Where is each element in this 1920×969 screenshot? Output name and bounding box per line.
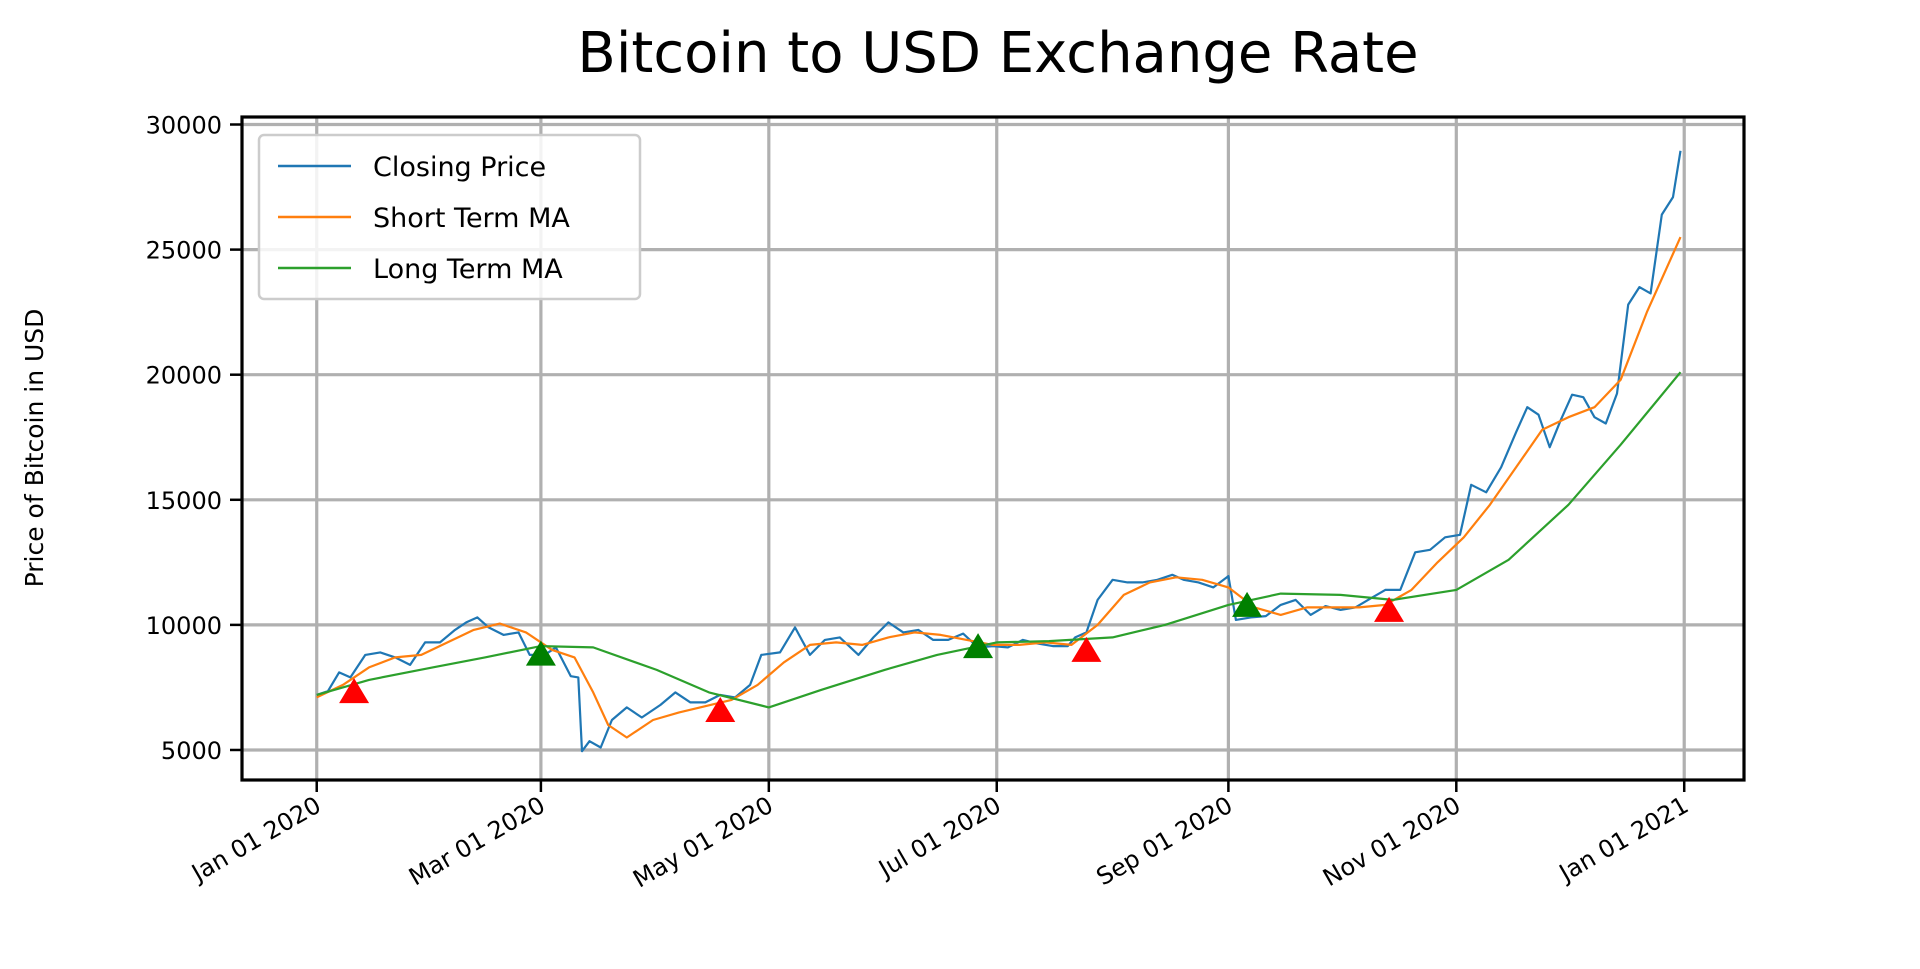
signal-marker (339, 678, 370, 704)
x-tick-label: Sep 01 2020 (1092, 791, 1238, 891)
x-tick-label: Jan 01 2021 (1553, 791, 1693, 888)
legend-entry: Short Term MA (373, 203, 570, 234)
y-tick-label: 25000 (146, 237, 222, 265)
x-tick-label: Mar 01 2020 (404, 791, 550, 891)
y-axis: 5000 10000 15000 20000 25000 30000 (146, 112, 242, 765)
signal-marker (1232, 591, 1263, 617)
y-tick-label: 20000 (146, 362, 222, 390)
y-tick-label: 15000 (146, 487, 222, 515)
y-tick-label: 30000 (146, 112, 222, 140)
signal-marker (1071, 636, 1102, 662)
chart-title: Bitcoin to USD Exchange Rate (577, 21, 1418, 86)
y-axis-label: Price of Bitcoin in USD (20, 309, 49, 588)
signal-marker (963, 633, 994, 659)
legend-entry: Closing Price (373, 152, 546, 183)
y-tick-label: 5000 (161, 737, 222, 765)
x-tick-label: May 01 2020 (628, 791, 778, 893)
plot-frame (240, 115, 1746, 782)
x-tick-label: Jan 01 2020 (185, 791, 325, 888)
x-tick-label: Jul 01 2020 (872, 791, 1005, 884)
legend: Closing Price Short Term MA Long Term MA (257, 133, 642, 301)
x-axis: Jan 01 2020 Mar 01 2020 May 01 2020 Jul 01 … (185, 780, 1693, 893)
signal-marker (705, 696, 736, 722)
y-tick-label: 10000 (146, 612, 222, 640)
signal-layer (339, 591, 1405, 722)
series-long-term-ma-line (316, 371, 1682, 709)
signal-marker (1374, 596, 1405, 622)
x-tick-label: Nov 01 2020 (1318, 791, 1465, 892)
legend-entry: Long Term MA (373, 254, 563, 285)
legend-box (257, 133, 642, 301)
signal-marker (525, 640, 556, 666)
